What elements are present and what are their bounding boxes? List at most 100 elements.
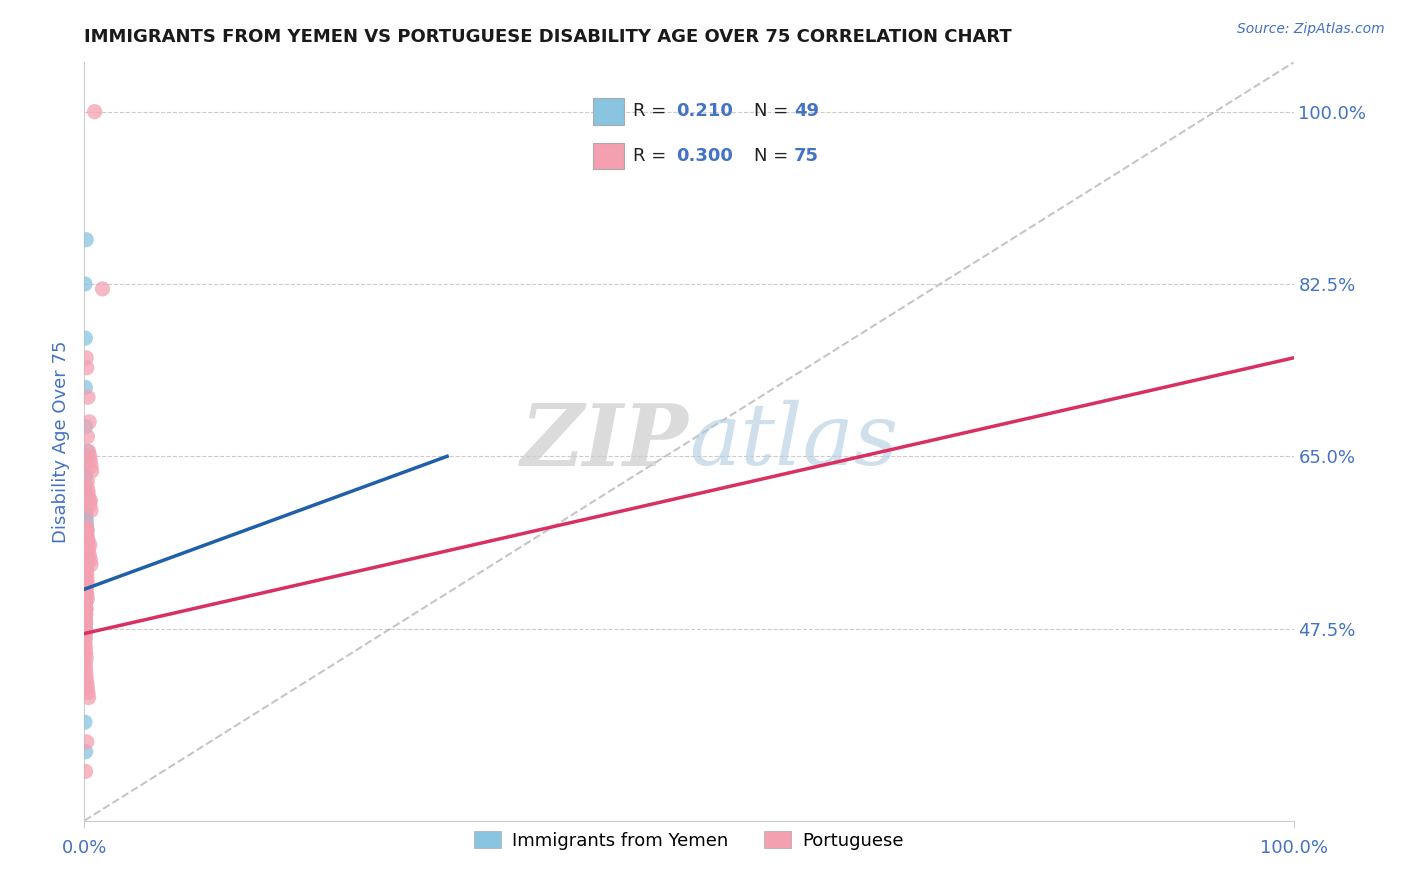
Point: [75, 513, 97, 527]
Point: [77, 690, 100, 705]
Point: [76, 523, 98, 537]
Point: [75, 626, 97, 640]
Text: 49: 49: [794, 103, 818, 120]
Point: [75, 582, 97, 597]
Point: [75, 641, 97, 656]
Point: [75, 577, 97, 591]
Point: [75, 489, 97, 503]
Point: [75, 552, 97, 566]
Point: [75, 552, 97, 566]
Point: [75, 493, 97, 508]
Point: [76, 518, 98, 533]
Point: [73, 528, 96, 542]
Point: [75, 616, 97, 631]
Point: [79, 552, 101, 566]
Point: [75, 450, 97, 464]
Point: [76, 592, 98, 607]
Point: [91, 282, 114, 296]
Point: [75, 499, 97, 513]
Point: [75, 573, 97, 587]
Point: [75, 489, 97, 503]
Point: [75, 656, 97, 670]
Point: [77, 548, 100, 562]
Y-axis label: Disability Age Over 75: Disability Age Over 75: [52, 340, 70, 543]
Point: [75, 331, 97, 345]
Legend: Immigrants from Yemen, Portuguese: Immigrants from Yemen, Portuguese: [467, 824, 911, 857]
Point: [73, 612, 96, 626]
Point: [75, 582, 97, 597]
Point: [75, 499, 97, 513]
Point: [75, 508, 97, 523]
Text: 0.300: 0.300: [676, 147, 733, 165]
Point: [75, 592, 97, 607]
Point: [75, 671, 97, 685]
Point: [77, 685, 100, 699]
Point: [76, 735, 98, 749]
Point: [75, 612, 97, 626]
Point: [76, 429, 98, 443]
Point: [75, 558, 97, 572]
Point: [75, 542, 97, 557]
Text: Source: ZipAtlas.com: Source: ZipAtlas.com: [1237, 22, 1385, 37]
Point: [75, 602, 97, 616]
Point: [75, 419, 97, 434]
Point: [75, 607, 97, 621]
Point: [75, 563, 97, 577]
Point: [75, 508, 97, 523]
Point: [77, 542, 100, 557]
Point: [76, 567, 98, 582]
Point: [75, 616, 97, 631]
Point: [75, 764, 97, 779]
Point: [75, 622, 97, 636]
Point: [75, 597, 97, 611]
Point: [76, 675, 98, 690]
Point: [75, 558, 97, 572]
Point: [79, 454, 101, 468]
Point: [73, 277, 96, 291]
Point: [76, 528, 98, 542]
Point: [76, 587, 98, 601]
Point: [75, 632, 97, 646]
Point: [75, 483, 97, 498]
Point: [75, 626, 97, 640]
FancyBboxPatch shape: [593, 143, 624, 169]
Point: [75, 616, 97, 631]
Point: [83, 104, 105, 119]
Point: [75, 651, 97, 665]
Point: [76, 681, 98, 695]
Text: N =: N =: [754, 147, 787, 165]
Point: [80, 464, 103, 478]
Point: [79, 499, 101, 513]
Point: [75, 745, 97, 759]
Point: [73, 715, 96, 730]
Point: [75, 665, 97, 680]
Point: [75, 632, 97, 646]
Text: 75: 75: [794, 147, 818, 165]
Point: [76, 474, 98, 488]
Point: [75, 542, 97, 557]
Point: [77, 483, 100, 498]
Point: [77, 444, 100, 458]
Point: [80, 558, 103, 572]
Point: [79, 538, 101, 552]
Point: [75, 577, 97, 591]
Point: [75, 587, 97, 601]
Point: [80, 459, 103, 474]
Point: [75, 577, 97, 591]
Text: 0.210: 0.210: [676, 103, 733, 120]
Text: R =: R =: [633, 147, 666, 165]
Point: [75, 602, 97, 616]
Point: [76, 533, 98, 547]
Point: [77, 415, 100, 429]
Point: [76, 577, 98, 591]
Point: [77, 493, 100, 508]
Point: [75, 582, 97, 597]
Point: [76, 479, 98, 493]
Point: [75, 646, 97, 660]
Point: [76, 528, 98, 542]
Point: [76, 523, 98, 537]
Point: [75, 503, 97, 517]
Point: [77, 533, 100, 547]
Point: [76, 450, 98, 464]
Point: [75, 602, 97, 616]
